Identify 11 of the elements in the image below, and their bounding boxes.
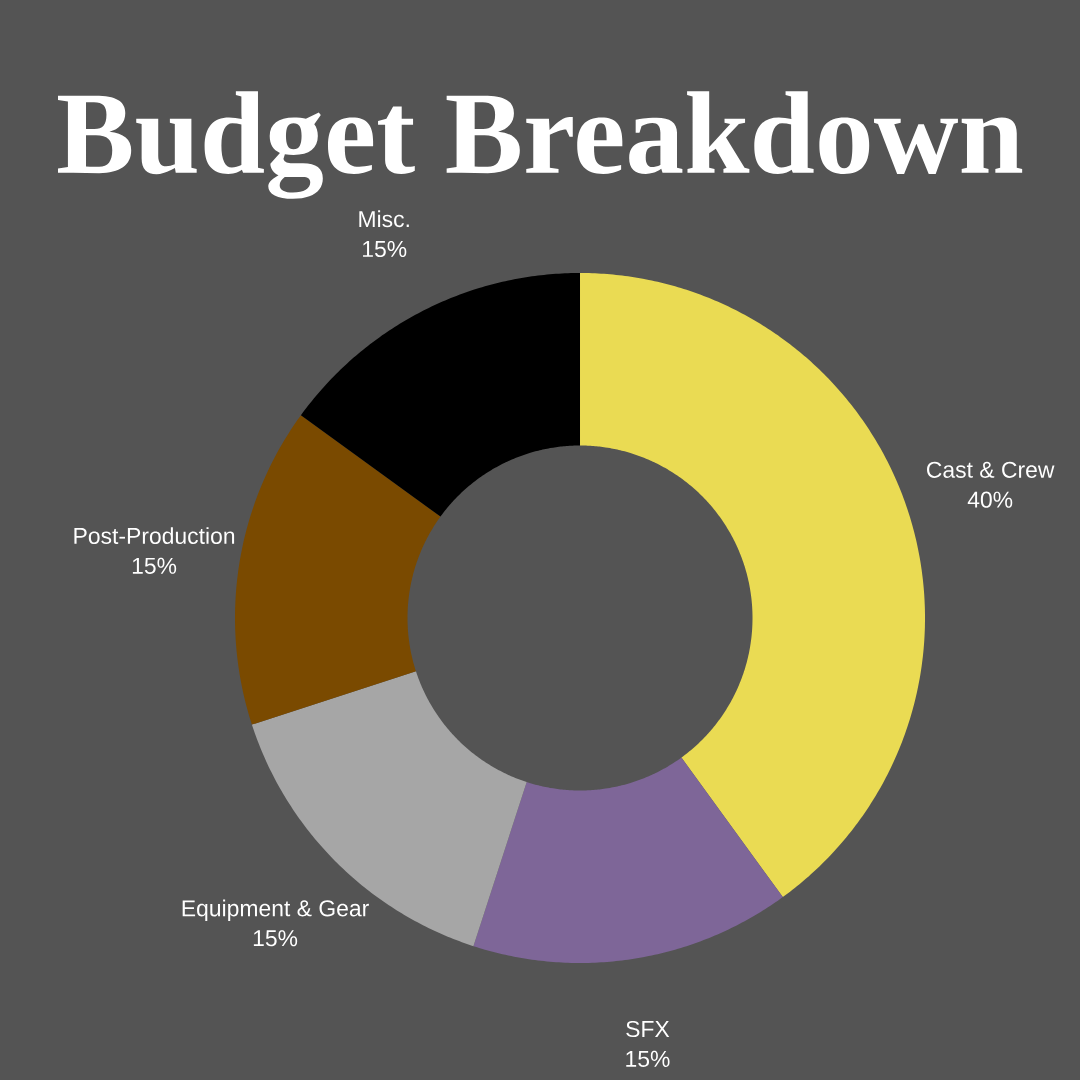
slice-label: SFX (626, 1020, 670, 1038)
data-label: 15% (253, 930, 298, 947)
slice-label: Misc. (359, 210, 409, 228)
data-label: 15% (363, 240, 407, 258)
chart-title: Budget Breakdown (58, 91, 1023, 199)
data-label: 40% (967, 491, 1013, 508)
data-label: 15% (626, 1050, 670, 1067)
slice-label: Cast & Crew (927, 461, 1055, 478)
slice-label: Post-Production (74, 527, 235, 545)
data-label: 15% (132, 557, 177, 574)
slice-label: Equipment & Gear (182, 899, 369, 921)
